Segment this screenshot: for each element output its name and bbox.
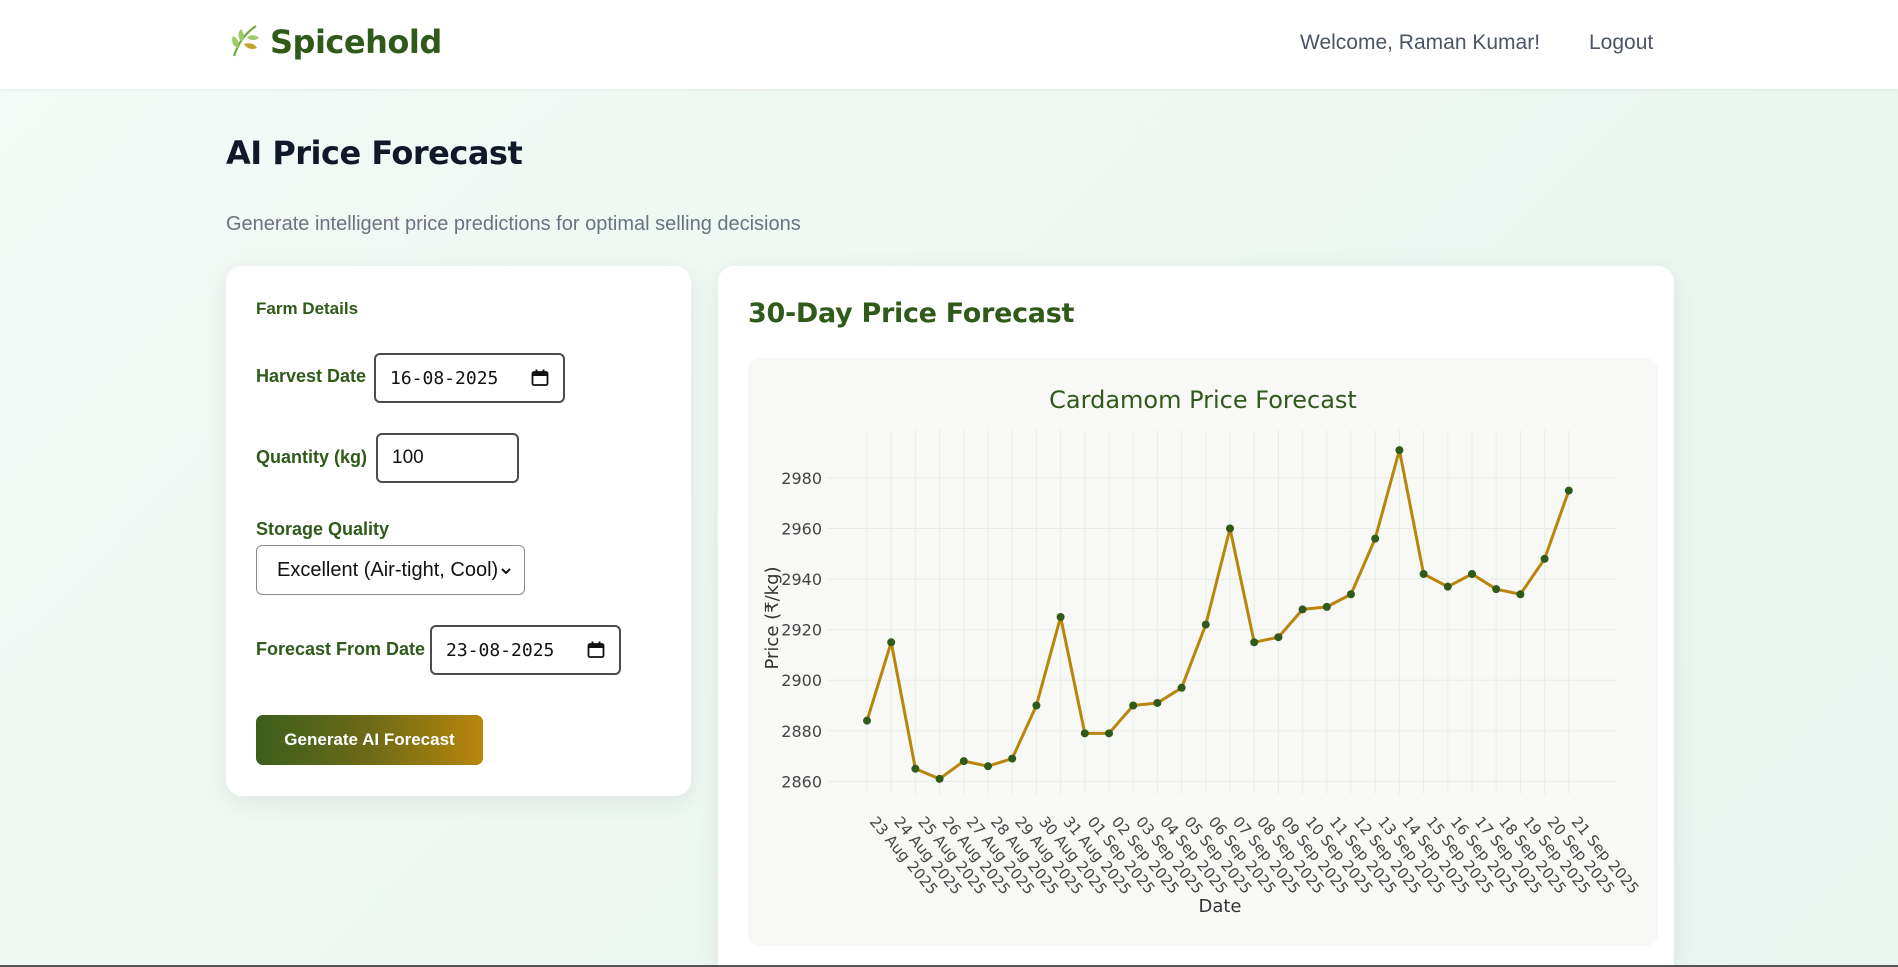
harvest-date-value: 16-08-2025 — [390, 367, 499, 389]
data-point — [1105, 729, 1113, 738]
page-bottom-border — [0, 965, 1898, 967]
leaf-icon — [232, 25, 259, 57]
data-point — [911, 764, 920, 773]
forecast-from-date-value: 23-08-2025 — [446, 639, 555, 661]
y-tick-label: 2920 — [781, 621, 822, 640]
x-axis-label: Date — [1198, 896, 1241, 917]
top-navbar: Spicehold Welcome, Raman Kumar! Logout — [0, 0, 1898, 89]
y-tick-label: 2880 — [781, 722, 822, 741]
data-point — [1177, 683, 1186, 692]
section-title: Farm Details — [256, 299, 359, 318]
price-series-line — [865, 448, 1571, 781]
brand-logo[interactable]: Spicehold — [228, 22, 442, 62]
generate-forecast-button[interactable]: Generate AI Forecast — [256, 715, 483, 765]
data-point — [984, 762, 992, 771]
brand-name: Spicehold — [270, 23, 442, 61]
y-tick-label: 2940 — [781, 570, 822, 589]
y-tick-label: 2860 — [781, 772, 822, 791]
data-point — [1443, 582, 1452, 591]
y-tick-label: 2960 — [781, 520, 822, 539]
y-tick-label: 2980 — [781, 469, 822, 488]
data-point — [1129, 701, 1138, 710]
y-axis-label: Price (₹/kg) — [762, 566, 783, 669]
harvest-date-label: Harvest Date — [256, 366, 367, 386]
logout-link[interactable]: Logout — [1589, 31, 1654, 54]
quantity-value: 100 — [392, 447, 424, 468]
calendar-icon[interactable] — [531, 369, 549, 387]
data-point — [1056, 613, 1065, 621]
chart-title: Cardamom Price Forecast — [1049, 386, 1357, 414]
quantity-label: Quantity (kg) — [256, 447, 367, 467]
data-point — [1322, 602, 1331, 611]
data-point — [935, 774, 944, 783]
data-point — [1274, 633, 1283, 642]
data-point — [1395, 446, 1404, 455]
data-point — [1032, 701, 1041, 710]
farm-details-card: Farm Details Harvest Date 16-08-2025 Qua… — [226, 266, 691, 796]
data-point — [1347, 590, 1355, 599]
price-forecast-chart: Cardamom Price Forecast 2860 2880 2900 2920 2… — [748, 358, 1658, 946]
data-point — [1250, 638, 1259, 647]
data-point — [1564, 486, 1573, 495]
data-point — [959, 757, 968, 766]
data-point — [1516, 590, 1525, 599]
data-point — [887, 638, 896, 647]
data-point — [863, 716, 871, 725]
page-subtitle: Generate intelligent price predictions f… — [226, 213, 801, 235]
welcome-text: Welcome, Raman Kumar! — [1300, 31, 1541, 54]
page-title: AI Price Forecast — [226, 134, 523, 172]
data-point — [1492, 585, 1501, 594]
data-point — [1080, 729, 1089, 738]
data-point — [1371, 534, 1380, 543]
forecast-from-date-input[interactable]: 23-08-2025 — [430, 625, 621, 675]
data-point — [1298, 605, 1307, 614]
data-point — [1226, 524, 1234, 533]
data-point — [1419, 570, 1428, 579]
chevron-down-icon — [501, 568, 511, 575]
data-point — [1008, 754, 1017, 763]
chart-svg: Cardamom Price Forecast 2860 2880 2900 2920 2… — [762, 386, 1643, 917]
data-point — [1201, 620, 1210, 629]
forecast-card: 30-Day Price Forecast Cardamom Price For… — [718, 266, 1674, 967]
data-point — [1468, 570, 1476, 579]
storage-quality-select[interactable]: Excellent (Air-tight, Cool) — [256, 545, 525, 595]
forecast-card-title: 30-Day Price Forecast — [748, 298, 1075, 329]
harvest-date-input[interactable]: 16-08-2025 — [374, 353, 565, 403]
storage-quality-value: Excellent (Air-tight, Cool) — [277, 558, 499, 581]
storage-quality-label: Storage Quality — [256, 519, 390, 539]
y-tick-label: 2900 — [781, 671, 822, 690]
data-point — [1540, 554, 1549, 563]
data-point — [1153, 698, 1162, 707]
forecast-from-date-label: Forecast From Date — [256, 639, 426, 659]
quantity-input[interactable]: 100 — [376, 433, 519, 483]
calendar-icon[interactable] — [587, 641, 605, 659]
